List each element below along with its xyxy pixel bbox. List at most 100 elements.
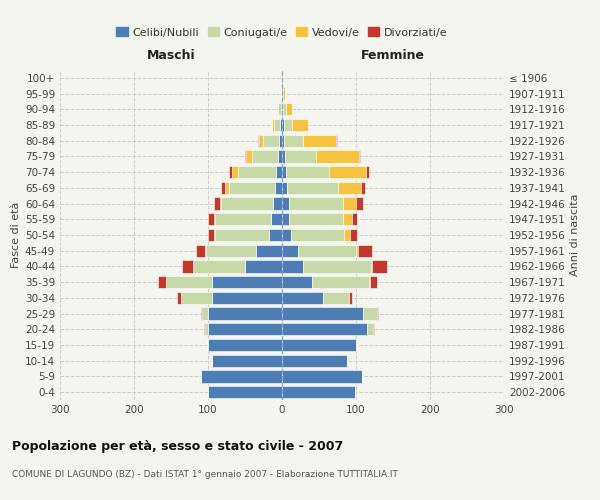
Bar <box>200 370 282 382</box>
Bar <box>349 292 352 304</box>
Bar <box>373 323 374 336</box>
Bar <box>281 103 282 116</box>
Bar <box>356 198 364 209</box>
Bar <box>316 150 359 162</box>
Bar <box>212 292 282 304</box>
Bar <box>278 150 282 162</box>
Bar <box>280 119 282 131</box>
Bar <box>281 72 282 84</box>
Bar <box>343 213 352 226</box>
Bar <box>286 103 292 116</box>
Bar <box>371 260 372 272</box>
Bar <box>275 182 282 194</box>
Bar <box>282 166 286 178</box>
Bar <box>279 134 282 147</box>
Bar <box>158 276 166 288</box>
Bar <box>238 166 276 178</box>
Bar <box>208 323 282 336</box>
Bar <box>337 182 361 194</box>
Bar <box>282 386 355 398</box>
Bar <box>229 182 275 194</box>
Bar <box>282 134 284 147</box>
Bar <box>221 198 273 209</box>
Bar <box>276 166 282 178</box>
Bar <box>272 119 274 131</box>
Bar <box>282 182 287 194</box>
Bar <box>352 213 358 226</box>
Bar <box>285 150 316 162</box>
Bar <box>256 244 282 257</box>
Bar <box>336 134 337 147</box>
Text: Popolazione per età, sesso e stato civile - 2007: Popolazione per età, sesso e stato civil… <box>12 440 343 453</box>
Text: COMUNE DI LAGUNDO (BZ) - Dati ISTAT 1° gennaio 2007 - Elaborazione TUTTITALIA.IT: COMUNE DI LAGUNDO (BZ) - Dati ISTAT 1° g… <box>12 470 398 479</box>
Bar <box>282 276 311 288</box>
Bar <box>220 198 221 209</box>
Bar <box>253 150 278 162</box>
Bar <box>208 213 214 226</box>
Bar <box>282 72 283 84</box>
Text: Femmine: Femmine <box>361 49 425 62</box>
Bar <box>215 213 271 226</box>
Bar <box>181 292 212 304</box>
Bar <box>377 308 378 320</box>
Bar <box>271 213 282 226</box>
Bar <box>263 134 279 147</box>
Bar <box>323 292 349 304</box>
Bar <box>287 182 337 194</box>
Bar <box>282 354 347 367</box>
Bar <box>269 229 282 241</box>
Bar <box>215 229 269 241</box>
Bar <box>273 198 282 209</box>
Bar <box>367 166 370 178</box>
Bar <box>205 244 206 257</box>
Bar <box>284 119 292 131</box>
Bar <box>282 308 364 320</box>
Bar <box>204 323 205 336</box>
Bar <box>282 339 356 351</box>
Bar <box>356 339 357 351</box>
Bar <box>259 134 263 147</box>
Bar <box>207 339 208 351</box>
Bar <box>281 88 282 100</box>
Bar <box>247 150 253 162</box>
Bar <box>205 323 208 336</box>
Bar <box>229 166 232 178</box>
Bar <box>329 166 367 178</box>
Bar <box>350 229 358 241</box>
Bar <box>282 198 289 209</box>
Bar <box>282 150 285 162</box>
Bar <box>283 103 286 116</box>
Bar <box>282 119 284 131</box>
Bar <box>289 213 343 226</box>
Bar <box>282 103 283 116</box>
Bar <box>298 244 356 257</box>
Bar <box>282 370 362 382</box>
Bar <box>212 276 282 288</box>
Bar <box>344 229 350 241</box>
Bar <box>359 150 361 162</box>
Bar <box>282 260 303 272</box>
Bar <box>289 198 343 209</box>
Bar <box>208 308 282 320</box>
Bar <box>372 260 387 272</box>
Legend: Celibi/Nubili, Coniugati/e, Vedovi/e, Divorziati/e: Celibi/Nubili, Coniugati/e, Vedovi/e, Di… <box>112 23 452 42</box>
Bar <box>286 166 329 178</box>
Bar <box>177 292 181 304</box>
Bar <box>303 134 336 147</box>
Bar <box>311 276 370 288</box>
Bar <box>212 354 282 367</box>
Bar <box>361 182 365 194</box>
Bar <box>245 150 247 162</box>
Bar <box>282 323 367 336</box>
Bar <box>282 88 283 100</box>
Bar <box>206 244 256 257</box>
Bar <box>221 182 225 194</box>
Bar <box>292 119 308 131</box>
Bar <box>196 244 205 257</box>
Bar <box>283 88 285 100</box>
Bar <box>225 182 229 194</box>
Bar <box>245 260 282 272</box>
Bar <box>364 308 377 320</box>
Bar <box>282 213 289 226</box>
Bar <box>166 276 212 288</box>
